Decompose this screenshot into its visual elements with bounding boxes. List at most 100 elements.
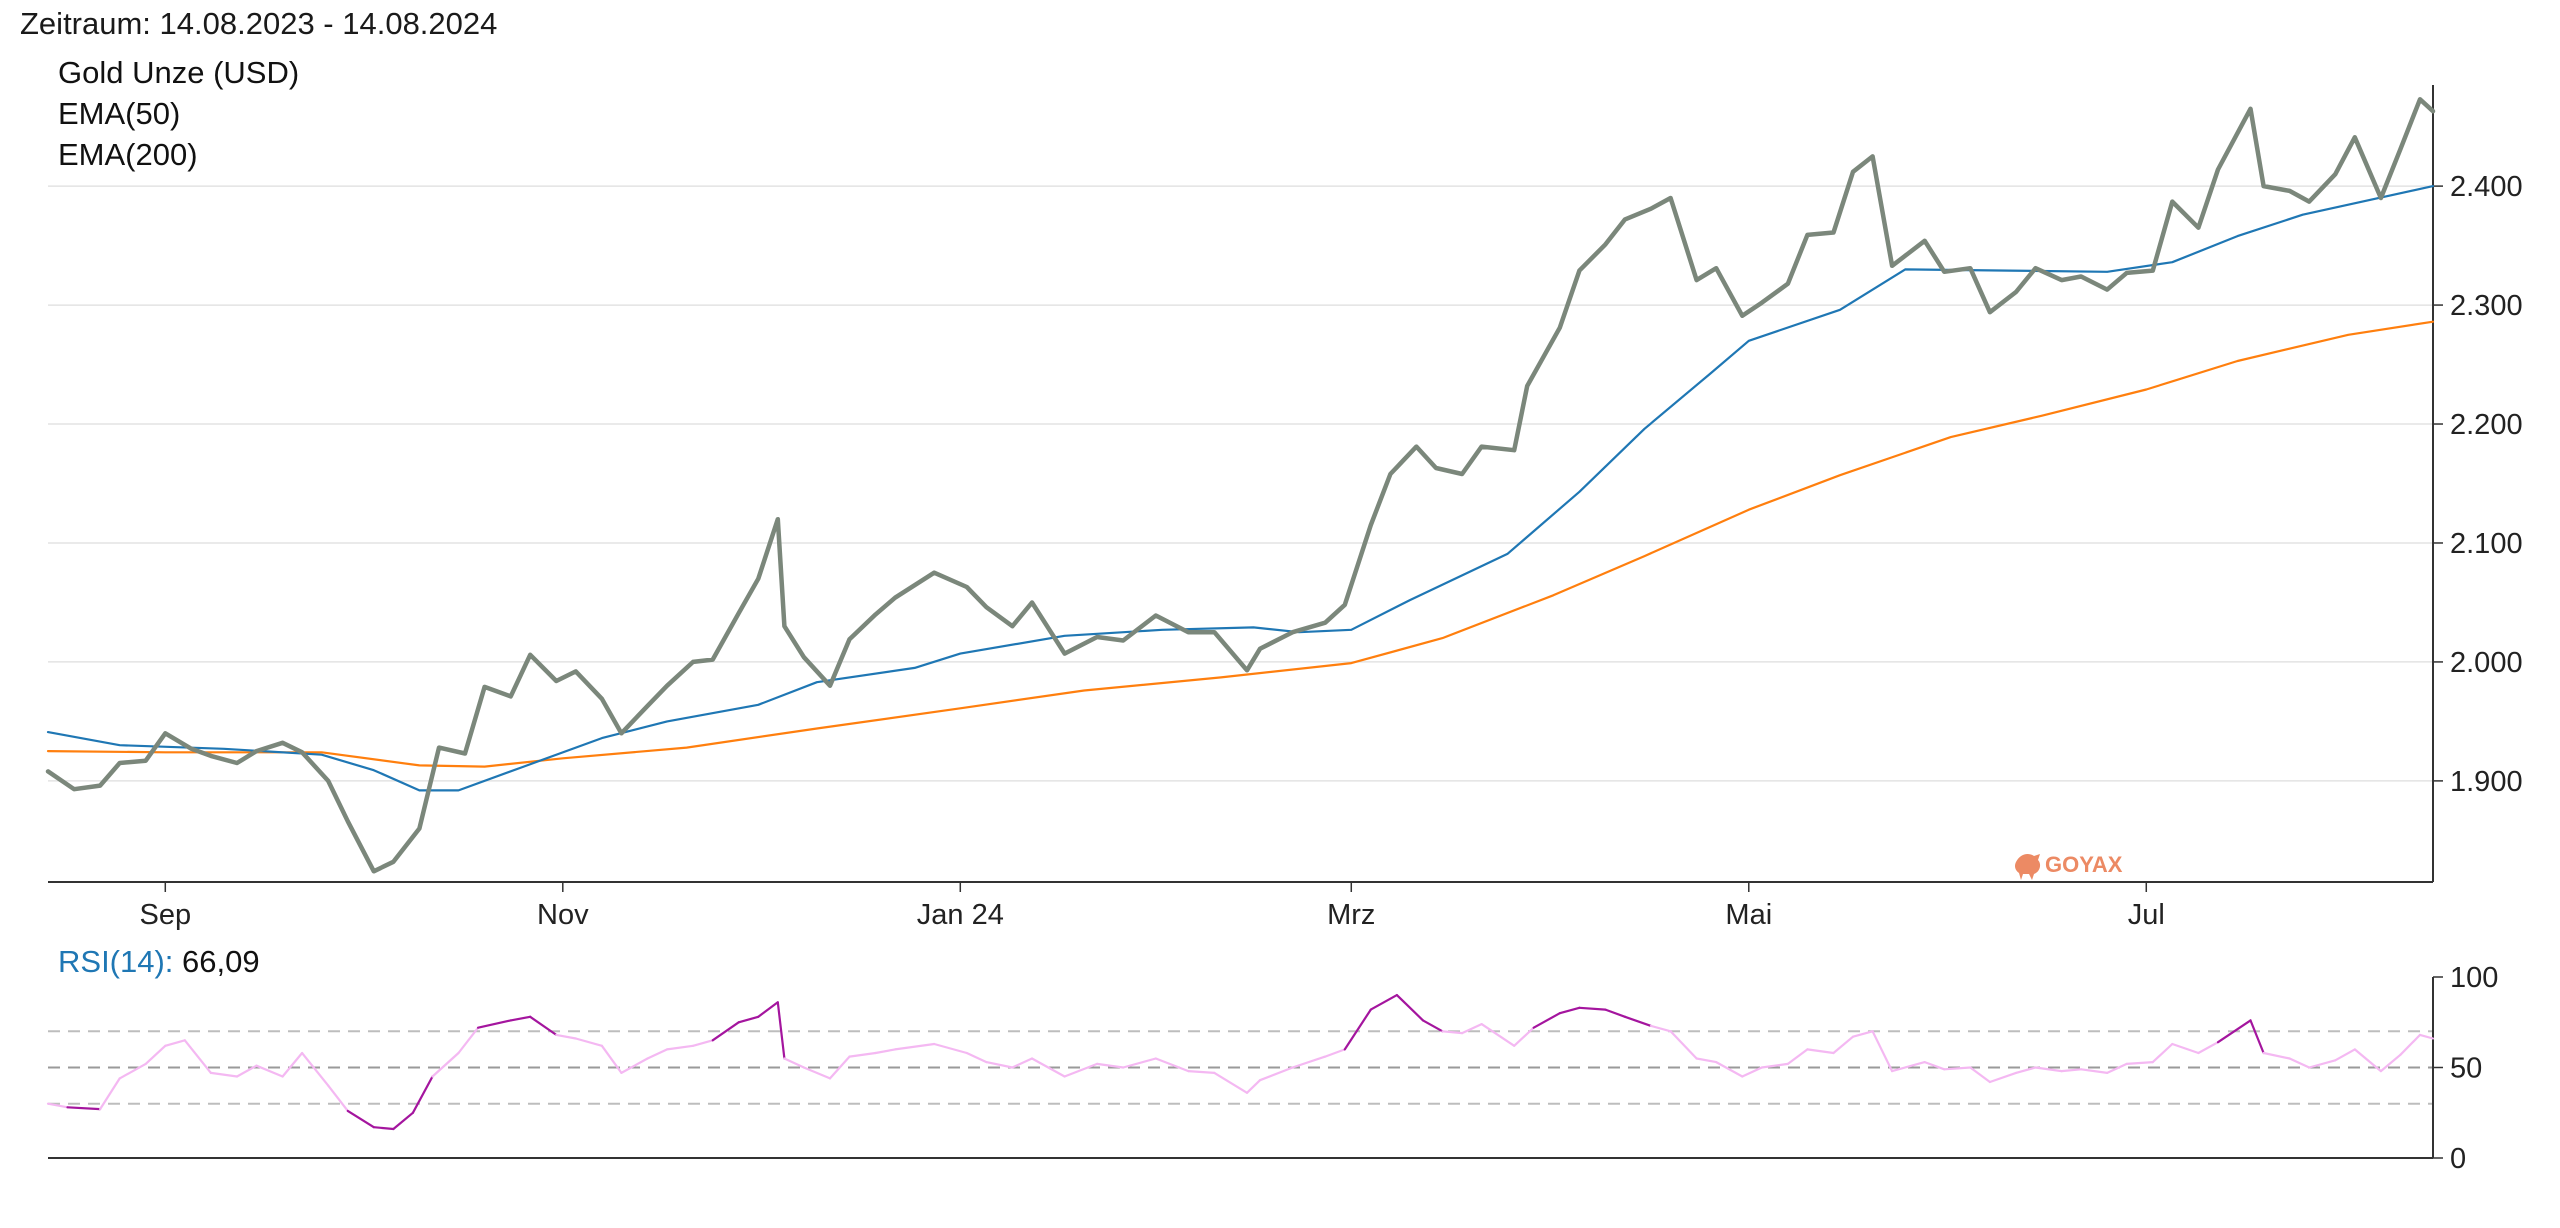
rsi-segment — [209, 1071, 239, 1078]
rsi-segment — [1513, 1026, 1535, 1047]
rsi-segment — [893, 1042, 936, 1051]
rsi-segment — [2334, 1048, 2356, 1062]
rsi-segment — [1154, 1057, 1190, 1073]
rsi-segment — [255, 1064, 284, 1078]
x-tick-label-Jul: Jul — [2128, 899, 2165, 931]
rsi-segment — [1324, 1048, 1346, 1058]
rsi-segment — [1806, 1048, 1835, 1055]
rsi-segment — [346, 1109, 375, 1129]
rsi-segment — [1786, 1048, 1809, 1066]
rsi-segment — [965, 1051, 988, 1064]
rsi-segment — [1343, 1008, 1372, 1051]
rsi-segment — [529, 1015, 558, 1037]
rsi-segment — [1851, 1030, 1874, 1038]
bull-logo-icon — [2015, 854, 2041, 880]
rsi-segment — [411, 1075, 434, 1114]
rsi-segment — [1923, 1060, 1946, 1071]
x-tick-label-Sep: Sep — [139, 899, 191, 931]
rsi-segment — [2060, 1068, 2083, 1073]
series-line-gold — [45, 97, 2436, 874]
rsi-segment — [2151, 1042, 2174, 1064]
rsi-segment — [2353, 1048, 2382, 1073]
rsi-segment — [2418, 1033, 2435, 1040]
rsi-segment — [144, 1044, 167, 1066]
rsi-segment — [691, 1039, 714, 1047]
chart-legend: Gold Unze (USD) EMA(50) EMA(200) — [58, 52, 299, 175]
y-tick-label-2300: 2.300 — [2450, 290, 2523, 322]
rsi-segment — [235, 1064, 258, 1078]
rsi-segment — [1741, 1066, 1763, 1078]
rsi-segment — [477, 1019, 512, 1029]
rsi-segment — [164, 1039, 186, 1047]
rsi-segment — [1213, 1071, 1249, 1094]
rsi-segment — [2125, 1060, 2154, 1066]
rsi-segment — [737, 1015, 760, 1024]
rsi-segment — [1441, 1030, 1464, 1035]
rsi-y-tick-label-100: 100 — [2450, 962, 2498, 994]
rsi-segment — [183, 1039, 212, 1075]
rsi-segment — [1460, 1022, 1483, 1035]
rsi-segment — [1245, 1079, 1262, 1094]
rsi-segment — [1695, 1057, 1718, 1064]
rsi-segment — [2262, 1051, 2291, 1060]
period-label: Zeitraum: 14.08.2023 - 14.08.2024 — [20, 6, 498, 41]
rsi-segment — [1187, 1069, 1216, 1075]
rsi-segment — [1969, 1066, 1992, 1084]
rsi-segment — [66, 1106, 102, 1111]
rsi-segment — [828, 1055, 851, 1080]
rsi-segment — [327, 1084, 349, 1113]
rsi-segment — [2399, 1033, 2422, 1056]
rsi-segment — [2249, 1019, 2265, 1055]
rsi-segment — [301, 1051, 330, 1087]
rsi-segment — [2216, 1019, 2252, 1044]
rsi-segment — [1291, 1055, 1327, 1069]
rsi-segment — [392, 1111, 414, 1131]
x-tick-label-Mai: Mai — [1725, 899, 1772, 931]
rsi-segment — [372, 1126, 395, 1131]
rsi-segment — [1890, 1060, 1926, 1073]
rsi-segment — [985, 1060, 1014, 1069]
rsi-series — [46, 993, 2435, 1131]
rsi-segment — [2197, 1041, 2220, 1055]
main-y-axis-ticks: 1.900 2.000 2.100 2.200 2.300 2.400 — [2433, 171, 2523, 798]
rsi-segment — [600, 1044, 623, 1075]
rsi-segment — [555, 1033, 577, 1040]
rsi-segment — [1395, 993, 1425, 1022]
legend-item-ema50: EMA(50) — [58, 96, 181, 131]
rsi-segment — [620, 1057, 649, 1075]
x-tick-label-Jan-24: Jan 24 — [917, 899, 1004, 931]
rsi-segment — [757, 1001, 779, 1018]
rsi-segment — [933, 1042, 968, 1055]
main-gridlines — [48, 185, 2433, 782]
main-axes — [48, 85, 2434, 883]
x-tick-label-Mrz: Mrz — [1327, 899, 1375, 931]
rsi-segment — [2171, 1042, 2200, 1055]
rsi-segment — [665, 1044, 695, 1051]
series-line-ema50 — [46, 185, 2435, 792]
rsi-segment — [1943, 1066, 1972, 1071]
rsi-y-tick-label-50: 50 — [2450, 1053, 2482, 1085]
rsi-legend-value: 66,09 — [182, 944, 260, 979]
rsi-segment — [1578, 1006, 1607, 1011]
legend-item-ema200: EMA(200) — [58, 137, 198, 172]
rsi-segment — [457, 1026, 480, 1055]
rsi-segment — [874, 1048, 897, 1055]
y-tick-label-1900: 1.900 — [2450, 766, 2523, 798]
rsi-segment — [783, 1057, 806, 1069]
legend-item-gold: Gold Unze (USD) — [58, 55, 300, 90]
rsi-y-axis-ticks: 0 50 100 — [2433, 962, 2498, 1175]
y-tick-label-2200: 2.200 — [2450, 409, 2523, 441]
rsi-segment — [1832, 1035, 1855, 1055]
rsi-segment — [1715, 1060, 1744, 1078]
rsi-y-tick-label-0: 0 — [2450, 1143, 2466, 1175]
y-tick-label-2000: 2.000 — [2450, 647, 2523, 679]
rsi-reference-lines — [48, 1030, 2433, 1105]
rsi-segment — [1871, 1030, 1894, 1073]
rsi-segment — [1421, 1019, 1444, 1033]
rsi-segment — [1030, 1057, 1066, 1078]
rsi-segment — [281, 1051, 304, 1078]
rsi-segment — [2379, 1053, 2402, 1073]
rsi-segment — [1558, 1006, 1581, 1015]
rsi-segment — [509, 1015, 532, 1022]
